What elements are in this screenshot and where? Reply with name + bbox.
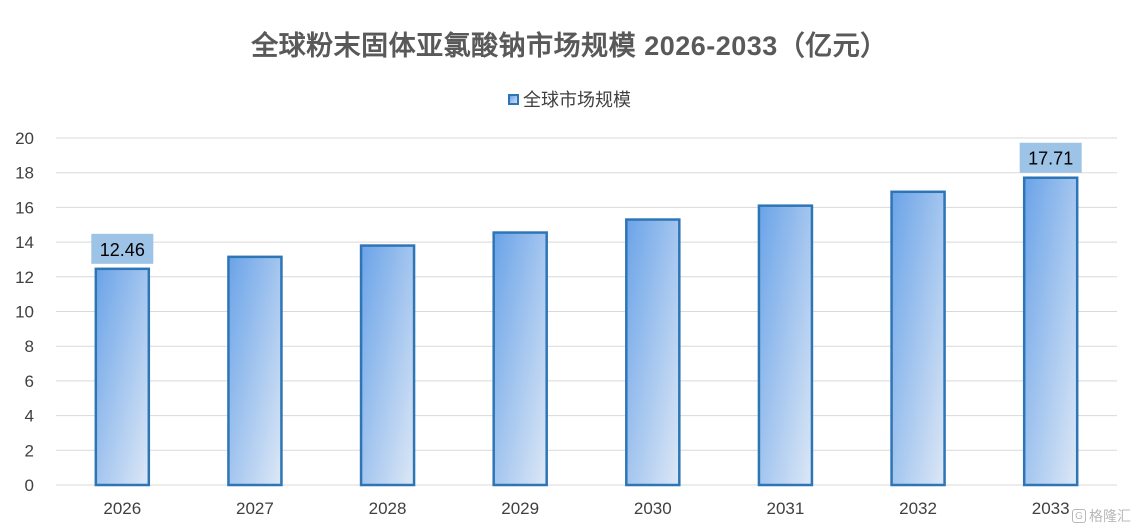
x-tick-label: 2028 xyxy=(369,499,407,518)
x-tick-label: 2031 xyxy=(767,499,805,518)
y-tick-label: 10 xyxy=(15,303,34,322)
g-logo-icon: G xyxy=(1072,509,1086,523)
watermark-text: 格隆汇 xyxy=(1089,508,1131,524)
x-tick-label: 2027 xyxy=(236,499,274,518)
x-tick-label: 2030 xyxy=(634,499,672,518)
y-tick-label: 0 xyxy=(25,476,34,495)
y-tick-label: 6 xyxy=(25,372,34,391)
x-tick-label: 2026 xyxy=(103,499,141,518)
y-tick-label: 4 xyxy=(25,407,34,426)
bar-2029 xyxy=(492,231,548,487)
x-tick-label: 2029 xyxy=(501,499,539,518)
bar-2033 xyxy=(1022,176,1079,487)
y-tick-label: 8 xyxy=(25,337,34,356)
bar-2028 xyxy=(359,244,416,487)
data-label: 17.71 xyxy=(1028,149,1073,169)
data-label-box xyxy=(91,233,154,264)
bar-2030 xyxy=(625,218,681,487)
y-tick-label: 12 xyxy=(15,268,34,287)
bar-2031 xyxy=(757,204,814,487)
legend-label: 全球市场规模 xyxy=(523,90,631,110)
y-tick-label: 20 xyxy=(15,129,34,148)
x-tick-label: 2032 xyxy=(899,499,937,518)
watermark: G 格隆汇 xyxy=(1072,506,1131,526)
y-tick-label: 16 xyxy=(15,198,34,217)
y-tick-label: 2 xyxy=(25,441,34,460)
data-label-box xyxy=(1019,142,1082,173)
chart-title: 全球粉末固体亚氯酸钠市场规模 2026-2033（亿元） xyxy=(251,31,888,61)
bar-2027 xyxy=(227,255,283,487)
data-label: 12.46 xyxy=(100,240,145,260)
y-tick-label: 18 xyxy=(15,164,34,183)
x-tick-label: 2033 xyxy=(1032,499,1070,518)
chart-legend: 全球市场规模 xyxy=(0,86,1139,112)
bar-2026 xyxy=(94,267,151,487)
y-tick-label: 14 xyxy=(15,233,34,252)
bar-2032 xyxy=(890,190,946,487)
legend-swatch xyxy=(508,93,519,105)
